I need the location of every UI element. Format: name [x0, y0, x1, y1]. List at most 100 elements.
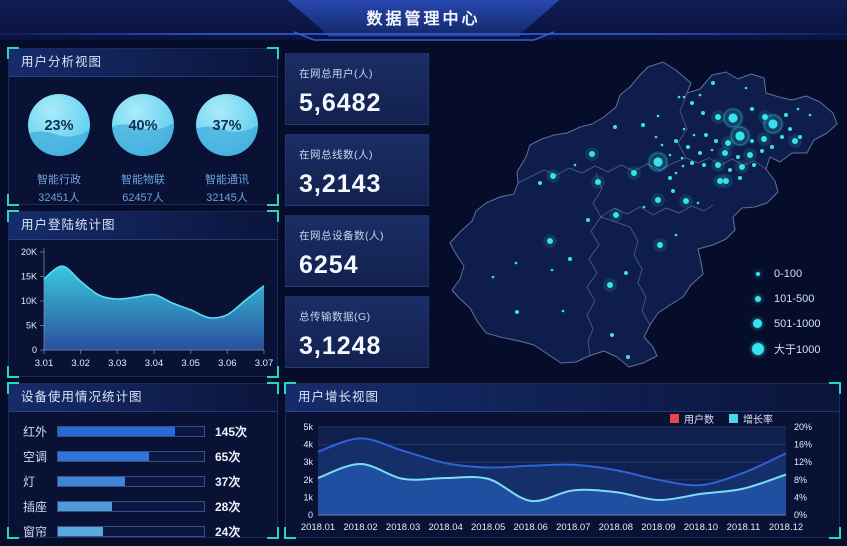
map-dot [808, 113, 812, 117]
legend-dot-icon [751, 342, 764, 355]
map-dot [573, 163, 577, 167]
map-dot [514, 261, 518, 265]
panel-title-user-growth: 用户增长视图 [286, 384, 839, 412]
map-dot [595, 179, 601, 185]
device-bar-row: 空调 65次 [23, 450, 263, 464]
device-bar-chart: 红外 145次 空调 65次灯 37次 插座 28次 窗帘 24次 [9, 412, 277, 539]
gauge-智能物联: 40% 智能物联 62457人 [101, 90, 185, 205]
stat-value: 6254 [299, 251, 359, 279]
growth-legend-item: 用户数 [670, 411, 714, 426]
map-legend-item: 501-1000 [750, 311, 821, 336]
map-dot [747, 152, 753, 158]
map-dot [744, 86, 748, 90]
map-dot [701, 111, 705, 115]
map-dot [682, 95, 686, 99]
svg-text:23%: 23% [44, 118, 73, 134]
svg-text:0: 0 [32, 345, 37, 355]
panel-user-analysis: 用户分析视图 23% 智能行政 32451人 40% 智能物联 62457人 37% 智能通讯… [7, 47, 279, 206]
map-dot [761, 136, 767, 142]
svg-text:12%: 12% [794, 457, 812, 467]
login-area-chart: 0 5K 10K 15K 20K 3.01 3.02 3.03 3.04 3.05 3.06 3.07 [21, 247, 273, 369]
bar-value: 28次 [215, 499, 241, 514]
map-dot [792, 138, 798, 144]
bar-track [57, 450, 205, 462]
corner-bracket [829, 527, 841, 539]
growth-legend-item: 增长率 [729, 411, 773, 426]
map-canvas [449, 61, 838, 368]
bar-value: 24次 [215, 524, 241, 539]
map-dot [626, 355, 630, 359]
map-dot [728, 113, 738, 123]
map-dot [613, 125, 617, 129]
corner-bracket [829, 382, 841, 394]
svg-text:2018.06: 2018.06 [514, 522, 548, 533]
stat-card: 总传输数据(G) 3,1248 [285, 296, 429, 368]
map-dot [762, 114, 768, 120]
legend-dot-icon [753, 319, 762, 328]
svg-text:2018.12: 2018.12 [769, 522, 803, 533]
panel-title-login-stats: 用户登陆统计图 [9, 212, 277, 240]
stat-card: 在网总线数(人) 3,2143 [285, 134, 429, 206]
stat-label: 在网总线数(人) [299, 149, 373, 161]
device-bar-row: 红外 145次 [23, 424, 263, 439]
map-legend-item: 101-500 [750, 286, 821, 311]
legend-label: 增长率 [743, 415, 773, 426]
map-dot [668, 176, 672, 180]
corner-bracket [267, 47, 279, 59]
bar-fill [58, 501, 113, 511]
bar-fill [58, 526, 104, 536]
bar-fill [58, 451, 149, 461]
map-dot [586, 218, 590, 222]
device-bar-row: 窗帘 24次 [23, 524, 263, 539]
map-dot [715, 162, 721, 168]
corner-bracket [7, 366, 19, 378]
header-underline-decoration [293, 31, 554, 41]
map-dot [798, 135, 802, 139]
svg-text:16%: 16% [794, 440, 812, 450]
map-dot [589, 151, 595, 157]
page-title: 数据管理中心 [366, 10, 481, 28]
map-dot [735, 131, 745, 141]
gauge-label: 智能物联 [121, 174, 165, 186]
map-dot [788, 127, 792, 131]
map-dot [752, 163, 756, 167]
corner-bracket [7, 527, 19, 539]
svg-text:20%: 20% [794, 422, 812, 432]
legend-label: 501-1000 [774, 317, 821, 330]
map-dot [711, 81, 715, 85]
map-dot [491, 275, 495, 279]
gauge-智能通讯: 37% 智能通讯 32145人 [185, 90, 269, 205]
map-dot [642, 205, 646, 209]
map-dot [738, 176, 742, 180]
svg-text:37%: 37% [212, 118, 241, 134]
gauge-count: 32451人 [38, 192, 80, 204]
svg-text:2018.04: 2018.04 [428, 522, 462, 533]
growth-chart-legend: 用户数 增长率 [670, 411, 773, 426]
svg-text:2018.05: 2018.05 [471, 522, 505, 533]
map-dot [674, 139, 678, 143]
bar-value: 145次 [215, 424, 248, 439]
map-dot [714, 139, 718, 143]
map-dot [653, 157, 663, 167]
corner-bracket [284, 527, 296, 539]
legend-label: 用户数 [684, 415, 714, 426]
map-dot [770, 145, 774, 149]
svg-text:2018.01: 2018.01 [301, 522, 335, 533]
legend-dot-icon [755, 271, 760, 276]
bar-category-label: 插座 [23, 499, 48, 514]
legend-swatch-icon [729, 414, 738, 423]
map-dot [690, 161, 694, 165]
gauge-label: 智能通讯 [205, 174, 249, 186]
svg-text:3.06: 3.06 [218, 358, 237, 369]
stat-value: 3,2143 [299, 170, 382, 198]
device-bar-row: 插座 28次 [23, 499, 263, 514]
map-dot [780, 135, 784, 139]
bar-fill [58, 476, 126, 486]
svg-text:15K: 15K [21, 272, 37, 282]
corner-bracket [267, 194, 279, 206]
corner-bracket [267, 210, 279, 222]
map-legend: 0-100 101-500 501-1000 大于1000 [750, 261, 821, 361]
gauge-label: 智能行政 [37, 174, 81, 186]
stat-card: 在网总设备数(人) 6254 [285, 215, 429, 287]
